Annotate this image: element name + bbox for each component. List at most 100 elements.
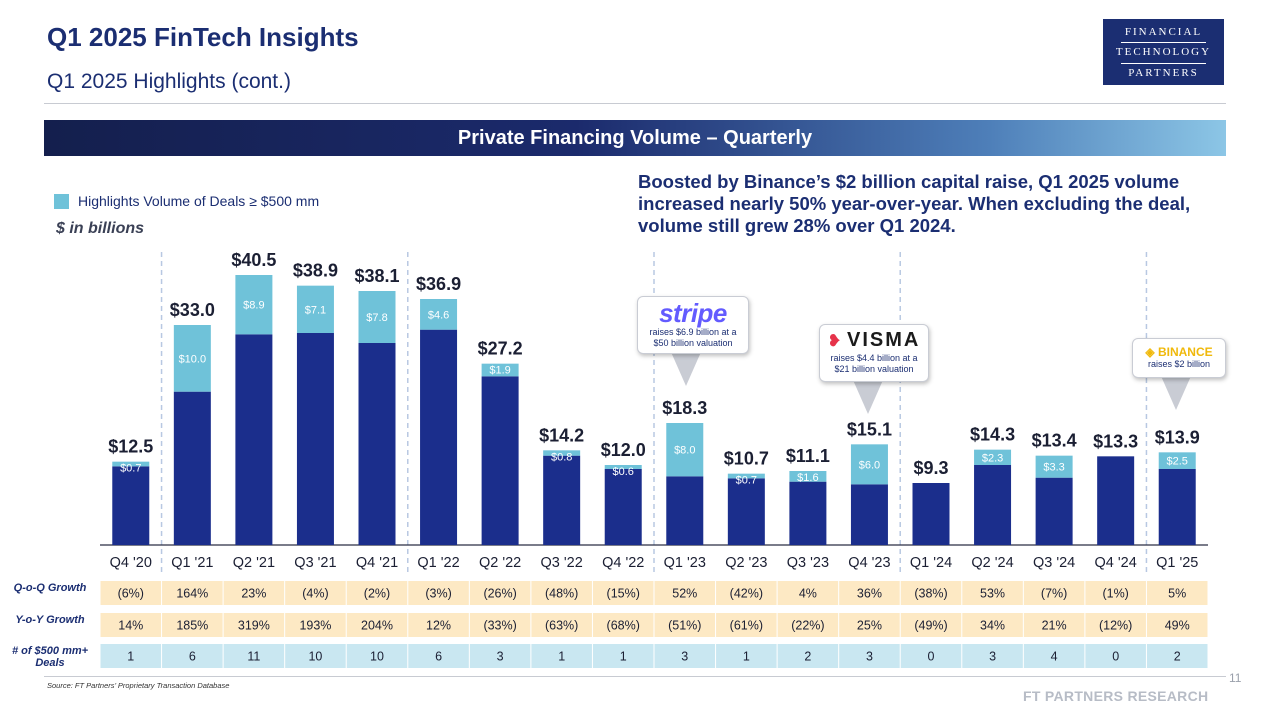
table-cell-value: 1 <box>558 650 565 664</box>
table-cell <box>962 581 1023 605</box>
bar-highlight <box>666 423 704 477</box>
callout-visma: ❥ VISMA raises $4.4 billion at a $21 bill… <box>819 324 929 382</box>
table-cell <box>716 581 777 605</box>
table-cell <box>777 581 839 605</box>
bar-highlight <box>296 285 334 333</box>
bar-highlight <box>789 471 827 482</box>
x-tick-label: Q3 '23 <box>787 555 829 571</box>
highlight-data-label: $6.0 <box>859 459 880 471</box>
footer-divider <box>44 676 1226 677</box>
x-tick-label: Q4 '23 <box>848 555 890 571</box>
footer-brand: FT PARTNERS RESEARCH <box>1023 688 1209 704</box>
table-cell <box>1023 644 1085 668</box>
highlight-data-label: $0.6 <box>613 466 634 478</box>
table-cell <box>900 613 962 637</box>
table-cell-value: 23% <box>241 587 266 601</box>
bar-base <box>1097 456 1135 545</box>
callout-text: raises $2 billion <box>1147 359 1211 369</box>
bar-base <box>296 333 334 545</box>
table-cell <box>962 613 1023 637</box>
legend-swatch <box>54 193 69 209</box>
total-data-label: $12.5 <box>108 437 153 457</box>
table-cell-value: 2 <box>1174 650 1181 664</box>
table-cell <box>777 644 839 668</box>
table-cell <box>592 644 654 668</box>
table-cell <box>285 581 346 605</box>
bar-base <box>420 329 458 545</box>
yoy-growth-label: Y-o-Y Growth <box>15 614 85 626</box>
highlight-data-label: $0.7 <box>120 463 141 475</box>
stripe-logo: stripe <box>659 298 727 328</box>
table-cell <box>654 581 716 605</box>
headline-text: Boosted by Binance’s $2 billion capital … <box>638 171 1191 236</box>
bar-highlight <box>358 291 396 343</box>
total-data-label: $14.3 <box>970 425 1015 445</box>
table-cell-value: 11 <box>247 650 260 664</box>
table-cell-value: 6 <box>435 650 442 664</box>
highlight-data-label: $1.9 <box>489 365 510 377</box>
x-tick-label: Q2 '21 <box>233 555 275 571</box>
visma-mark-icon: ❥ <box>827 333 842 350</box>
total-data-label: $14.2 <box>539 425 584 445</box>
table-cell-value: (42%) <box>730 587 763 601</box>
chart-legend: Highlights Volume of Deals ≥ $500 mm <box>54 193 319 209</box>
callout-stripe: stripe raises $6.9 billion at a $50 bill… <box>637 296 749 354</box>
table-cell <box>1146 581 1208 605</box>
ft-partners-logo: FINANCIAL TECHNOLOGY PARTNERS <box>1103 19 1224 85</box>
visma-logo: ❥ VISMA <box>820 329 928 353</box>
logo-line-1: FINANCIAL <box>1124 26 1203 38</box>
table-cell <box>531 613 592 637</box>
table-cell-value: 1 <box>127 650 134 664</box>
table-cell <box>839 613 900 637</box>
table-cell <box>900 644 962 668</box>
highlight-data-label: $2.3 <box>982 452 1003 464</box>
table-cell <box>162 644 223 668</box>
table-cell-value: 193% <box>299 619 331 633</box>
x-tick-label: Q4 '24 <box>1095 555 1137 571</box>
table-cell <box>223 644 285 668</box>
table-cell-value: 14% <box>118 619 143 633</box>
table-cell <box>1085 613 1146 637</box>
table-cell <box>1085 581 1146 605</box>
page-title: Q1 2025 FinTech Insights <box>47 22 359 52</box>
total-data-label: $33.0 <box>170 300 215 320</box>
highlight-data-label: $10.0 <box>179 353 207 365</box>
table-cell-value: 164% <box>176 587 208 601</box>
logo-rule <box>1121 42 1206 43</box>
bar-highlight <box>543 450 581 456</box>
table-cell <box>223 613 285 637</box>
deal-count-label: # of $500 mm+ Deals <box>11 645 89 669</box>
highlight-data-label: $2.5 <box>1167 456 1188 468</box>
table-cell <box>469 613 531 637</box>
table-cell-value: 2 <box>804 650 811 664</box>
table-cell <box>716 644 777 668</box>
table-cell-value: (12%) <box>1099 619 1132 633</box>
logo-line-3: PARTNERS <box>1128 67 1199 79</box>
table-cell <box>285 613 346 637</box>
bar-highlight <box>235 275 273 335</box>
table-cell-value: (48%) <box>545 587 578 601</box>
bar-base <box>789 481 827 545</box>
visma-brand-text: VISMA <box>847 329 921 351</box>
bar-highlight <box>974 449 1012 465</box>
callout-pointer <box>1161 376 1191 410</box>
binance-mark-icon: ◈ <box>1145 345 1155 359</box>
bar-highlight <box>420 299 458 330</box>
table-cell <box>962 644 1023 668</box>
bar-highlight <box>1035 455 1073 478</box>
table-cell-value: (49%) <box>914 619 947 633</box>
units-label: $ in billions <box>56 220 145 237</box>
highlight-data-label: $0.8 <box>551 451 572 463</box>
section-banner: Private Financing Volume – Quarterly <box>44 120 1226 156</box>
table-cell <box>1023 613 1085 637</box>
callout-pointer <box>671 352 701 386</box>
bar-highlight <box>1158 452 1196 469</box>
highlight-data-label: $3.3 <box>1043 462 1064 474</box>
table-cell <box>346 613 408 637</box>
table-cell <box>592 581 654 605</box>
total-data-label: $12.0 <box>601 440 646 460</box>
table-cell-value: 5% <box>1168 587 1186 601</box>
total-data-label: $36.9 <box>416 274 461 294</box>
table-cell-value: (33%) <box>483 619 516 633</box>
table-cell-value: 204% <box>361 619 393 633</box>
